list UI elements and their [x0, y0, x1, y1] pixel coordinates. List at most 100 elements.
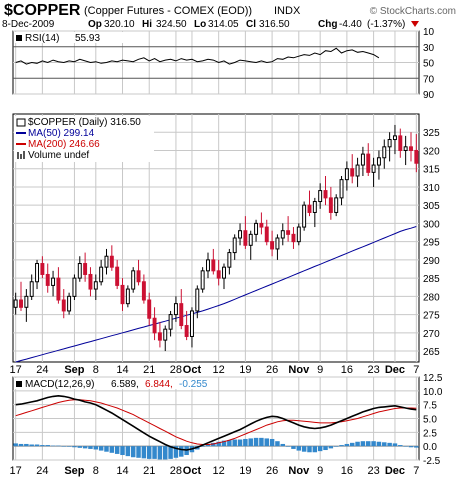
candle-body: [35, 263, 40, 283]
candle-body: [195, 288, 200, 312]
candle-body: [179, 303, 184, 327]
candle-body: [184, 325, 189, 337]
candle-body: [56, 277, 61, 301]
candle-62: [344, 161, 349, 191]
candle-body: [275, 237, 280, 250]
macd-histogram-bar: [216, 441, 221, 447]
candle-12: [77, 256, 82, 282]
candle-body: [115, 266, 120, 286]
macd-histogram-bar: [360, 441, 366, 447]
price-xtick-label: 28: [170, 364, 182, 376]
macd-xtick-label: Dec: [385, 465, 405, 477]
macd-histogram-bar: [56, 445, 61, 447]
macd-histogram-bar: [61, 446, 66, 447]
quote-date: 8-Dec-2009: [2, 19, 55, 30]
candle-body: [141, 281, 146, 301]
close-label: Cl: [246, 19, 256, 30]
macd-histogram-bar: [414, 446, 419, 448]
candle-body: [360, 153, 365, 166]
change-percent: (-1.37%): [367, 19, 405, 30]
macd-histogram-bar: [211, 442, 216, 447]
macd-xtick-label: 8: [93, 465, 99, 477]
price-xtick-label: 14: [116, 364, 128, 376]
candle-body: [120, 284, 125, 305]
candle-3: [29, 274, 34, 300]
candle-8: [56, 267, 61, 304]
candle-35: [200, 267, 205, 293]
candle-60: [334, 194, 339, 217]
macd-histogram-bar: [355, 441, 360, 447]
macd-histogram-bar: [125, 446, 131, 457]
macd-ytick-label: 10.0: [423, 387, 443, 398]
rsi-panel: 90 70 50 30 10 RSI(14) 55.93: [12, 27, 435, 101]
macd-line: [15, 394, 417, 451]
price-panel: 265 270 275 280 285 290 295 300 305 310 315 320 325 $…: [10, 113, 440, 376]
macd-histogram-bar: [232, 439, 237, 447]
price-xtick-label: 26: [266, 364, 278, 376]
macd-histogram-bar: [333, 446, 339, 447]
candle-body: [200, 270, 205, 290]
legend-volume-swatch: [17, 152, 19, 159]
low-label: Lo: [194, 19, 206, 30]
price-xtick-label: 24: [36, 364, 48, 376]
candle-20: [120, 278, 125, 311]
candle-body: [328, 197, 333, 213]
candle-31: [179, 289, 184, 330]
macd-xtick-label: 14: [116, 465, 128, 477]
price-ytick-label: 320: [423, 146, 440, 157]
price-xtick-label: Sep: [64, 364, 84, 376]
macd-legend-swatch: [16, 381, 22, 387]
close-value: 316.50: [259, 19, 290, 30]
candle-body: [238, 230, 243, 239]
candle-19: [115, 259, 120, 290]
macd-histogram-bar: [50, 445, 56, 447]
candle-body: [189, 310, 194, 337]
rsi-ytick-label: 30: [423, 43, 435, 54]
candle-28: [163, 325, 168, 352]
macd-histogram-bar: [93, 446, 99, 450]
macd-histogram-bar: [72, 446, 77, 448]
macd-histogram-bar: [221, 440, 227, 447]
candle-4: [35, 259, 40, 290]
macd-histogram-bar: [275, 441, 280, 447]
candle-body: [382, 146, 387, 159]
candle-10: [67, 292, 72, 315]
macd-histogram-bar: [82, 446, 88, 449]
price-ytick-label: 265: [423, 347, 440, 358]
candle-body: [291, 233, 296, 243]
candle-34: [195, 285, 200, 319]
macd-xtick-label: Oct: [183, 465, 202, 477]
macd-histogram-bar: [205, 444, 211, 447]
macd-xtick-label: 16: [341, 465, 353, 477]
candle-body: [334, 197, 339, 213]
candle-body: [371, 164, 376, 173]
candle-body: [264, 226, 269, 243]
candle-body: [222, 266, 226, 279]
candle-27: [157, 321, 162, 348]
candle-43: [243, 216, 248, 249]
candle-63: [350, 154, 355, 184]
candle-body: [45, 273, 50, 286]
price-xtick-label: 19: [239, 364, 251, 376]
change-value: -4.40: [339, 19, 362, 30]
candle-body: [67, 295, 72, 312]
symbol-title: $COPPER: [4, 2, 81, 19]
candle-49: [275, 234, 280, 260]
macd-histogram-bar: [269, 438, 275, 447]
candle-1: [19, 281, 23, 311]
candle-body: [312, 201, 317, 213]
candle-body: [344, 168, 349, 181]
candle-17: [104, 248, 109, 275]
macd-xtick-label: 21: [143, 465, 155, 477]
macd-histogram-bar: [237, 439, 243, 447]
candle-21: [125, 285, 130, 308]
candle-body: [366, 153, 371, 173]
rsi-legend-swatch: [16, 35, 22, 41]
candle-body: [318, 190, 323, 203]
open-value: 320.10: [104, 19, 135, 30]
candle-9: [61, 289, 66, 319]
legend-volume-swatch: [20, 154, 22, 159]
watermark[interactable]: © StockCharts.com: [370, 6, 456, 17]
candle-45: [254, 219, 259, 242]
candle-53: [296, 223, 301, 246]
